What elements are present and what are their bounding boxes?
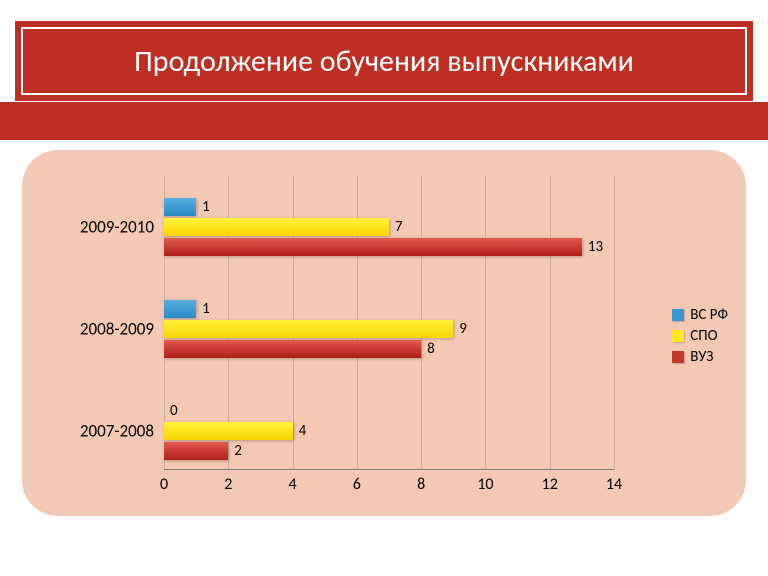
legend-item: ВУЗ	[672, 348, 728, 366]
legend-swatch	[672, 330, 684, 342]
x-axis-tick-label: 14	[606, 475, 622, 494]
x-axis-tick-label: 10	[477, 475, 493, 494]
legend-swatch	[672, 351, 684, 363]
legend-item: СПО	[672, 327, 728, 345]
bar-value-label: 9	[459, 320, 467, 338]
category-label: 2007-2008	[34, 421, 154, 442]
title-banner: Продолжение обучения выпускниками	[14, 20, 754, 102]
x-axis-tick-label: 6	[353, 475, 361, 494]
bar-value-label: 0	[170, 402, 178, 420]
bar-vs_rf	[164, 198, 196, 216]
x-axis-tick-label: 4	[289, 475, 297, 494]
slide-title: Продолжение обучения выпускниками	[134, 43, 634, 80]
category-label: 2008-2009	[34, 319, 154, 340]
bar-vuz	[164, 442, 228, 460]
bar-value-label: 8	[427, 340, 435, 358]
slide: Продолжение обучения выпускниками 171319…	[0, 0, 768, 576]
bar-value-label: 1	[202, 300, 210, 318]
legend-label: ВУЗ	[690, 348, 713, 366]
bar-vuz	[164, 238, 582, 256]
grid-line	[485, 176, 486, 470]
x-axis-tick-label: 0	[160, 475, 168, 494]
bar-spo	[164, 422, 293, 440]
legend-label: СПО	[690, 327, 717, 345]
bar-value-label: 7	[395, 218, 403, 236]
chart-area: 1713198042 ВС РФСПОВУЗ 024681012142009-2…	[34, 168, 734, 504]
bar-spo	[164, 218, 389, 236]
legend-swatch	[672, 309, 684, 321]
bar-value-label: 4	[299, 422, 307, 440]
x-axis-line	[164, 469, 614, 470]
bar-value-label: 13	[588, 238, 603, 256]
chart-plot: 1713198042	[164, 176, 614, 470]
x-axis-tick-label: 8	[417, 475, 425, 494]
bar-spo	[164, 320, 453, 338]
accent-bar	[0, 102, 768, 140]
grid-line	[614, 176, 615, 470]
legend-item: ВС РФ	[672, 306, 728, 324]
chart-legend: ВС РФ СПО ВУЗ	[672, 303, 728, 369]
x-axis-tick-label: 12	[542, 475, 558, 494]
grid-line	[550, 176, 551, 470]
x-axis-tick-label: 2	[224, 475, 232, 494]
bar-vuz	[164, 340, 421, 358]
bar-vs_rf	[164, 300, 196, 318]
chart-card: 1713198042 ВС РФСПОВУЗ 024681012142009-2…	[22, 150, 746, 516]
title-banner-inner: Продолжение обучения выпускниками	[21, 27, 747, 95]
bar-value-label: 2	[234, 442, 242, 460]
bar-value-label: 1	[202, 198, 210, 216]
category-label: 2009-2010	[34, 217, 154, 238]
legend-label: ВС РФ	[690, 306, 728, 324]
